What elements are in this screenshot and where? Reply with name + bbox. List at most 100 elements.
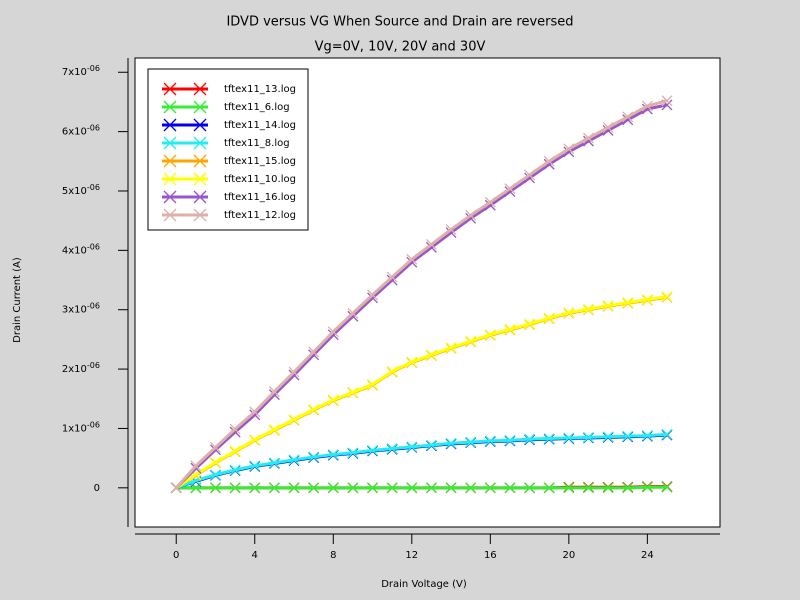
y-tick-label: 4x10-06 xyxy=(62,242,100,257)
x-tick-label: 12 xyxy=(405,550,418,561)
x-tick-label: 24 xyxy=(641,550,654,561)
data-point xyxy=(268,386,280,398)
data-point xyxy=(249,460,261,472)
data-point xyxy=(327,326,339,338)
series-line xyxy=(176,485,667,490)
data-point xyxy=(210,469,221,481)
x-tick-label: 4 xyxy=(252,550,258,561)
data-point xyxy=(367,482,378,494)
data-point xyxy=(229,482,241,494)
data-point xyxy=(641,481,653,493)
data-point xyxy=(386,271,398,283)
data-point xyxy=(425,238,437,250)
legend-label: tftex11_12.log xyxy=(224,210,296,221)
data-point xyxy=(425,439,437,451)
data-point xyxy=(563,432,575,444)
data-point xyxy=(347,447,359,459)
y-tick-label: 7x10-06 xyxy=(62,64,100,79)
data-point xyxy=(583,132,594,144)
legend-marker xyxy=(163,136,207,150)
data-point xyxy=(563,307,575,319)
data-point xyxy=(484,199,496,211)
data-point xyxy=(445,342,457,354)
data-point xyxy=(602,482,614,494)
data-point xyxy=(543,482,555,494)
data-point xyxy=(406,253,418,265)
data-point xyxy=(386,482,398,494)
data-point xyxy=(268,389,280,401)
data-point xyxy=(406,256,418,268)
data-point xyxy=(347,307,359,319)
data-point xyxy=(425,349,437,361)
data-point xyxy=(425,482,437,494)
data-point xyxy=(465,482,477,494)
y-tick-label: 5x10-06 xyxy=(62,182,100,197)
data-point xyxy=(602,431,614,443)
legend-label: tftex11_10.log xyxy=(224,174,296,185)
data-point xyxy=(406,356,418,368)
data-point xyxy=(602,121,614,133)
data-point xyxy=(367,444,378,456)
data-point xyxy=(563,482,575,494)
data-point xyxy=(543,433,555,445)
data-point xyxy=(249,409,261,421)
legend-marker xyxy=(163,172,207,186)
data-point xyxy=(367,292,378,304)
legend-marker xyxy=(163,190,207,204)
data-point xyxy=(229,423,241,435)
data-point xyxy=(543,155,555,167)
data-point xyxy=(504,323,516,335)
y-tick-label: 6x10-06 xyxy=(62,123,100,138)
data-point xyxy=(249,482,261,494)
data-point xyxy=(504,186,516,198)
data-point xyxy=(661,428,673,440)
y-tick-label: 2x10-06 xyxy=(62,361,100,376)
data-point xyxy=(622,111,634,123)
data-point xyxy=(524,169,536,181)
legend-label: tftex11_6.log xyxy=(224,102,290,113)
legend-marker xyxy=(163,82,207,96)
data-point xyxy=(622,482,634,494)
data-point xyxy=(504,183,516,195)
legend-marker xyxy=(163,118,207,132)
chart-title: IDVD versus VG When Source and Drain are… xyxy=(226,15,573,30)
legend-marker xyxy=(163,100,207,114)
data-point xyxy=(386,365,398,377)
data-point xyxy=(641,294,653,306)
legend-label: tftex11_15.log xyxy=(224,156,296,167)
data-point xyxy=(661,481,673,493)
data-point xyxy=(288,414,300,426)
data-point xyxy=(524,172,536,184)
data-point xyxy=(347,482,359,494)
data-point xyxy=(268,424,280,436)
data-point xyxy=(268,457,280,469)
data-point xyxy=(661,291,673,303)
data-point xyxy=(308,349,320,361)
data-point xyxy=(308,451,320,463)
data-point xyxy=(288,369,300,381)
data-point xyxy=(406,482,418,494)
data-point xyxy=(465,209,477,221)
legend-label: tftex11_16.log xyxy=(224,192,296,203)
data-point xyxy=(504,482,516,494)
chart-subtitle: Vg=0V, 10V, 20V and 30V xyxy=(315,40,486,55)
data-point xyxy=(347,310,359,322)
data-point xyxy=(288,366,300,378)
x-tick-label: 0 xyxy=(173,550,179,561)
data-point xyxy=(524,482,536,494)
data-point xyxy=(210,482,221,494)
legend-label: tftex11_13.log xyxy=(224,84,296,95)
y-tick-label: 0 xyxy=(94,483,100,494)
data-point xyxy=(524,433,536,445)
data-point xyxy=(563,143,575,155)
data-point xyxy=(210,444,221,456)
data-point xyxy=(484,435,496,447)
series-layer xyxy=(170,95,673,494)
legend-label: tftex11_8.log xyxy=(224,138,290,149)
x-tick-label: 16 xyxy=(484,550,497,561)
data-point xyxy=(308,346,320,358)
series-line xyxy=(175,432,668,490)
data-point xyxy=(425,241,437,253)
data-point xyxy=(524,318,536,330)
y-axis-label: Drain Current (A) xyxy=(12,257,23,343)
